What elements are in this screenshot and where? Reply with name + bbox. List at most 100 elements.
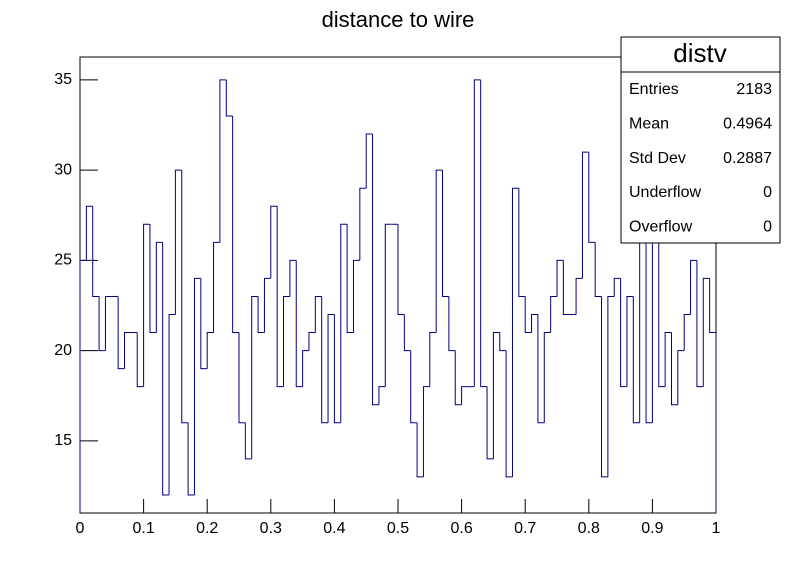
histogram-bin (321, 296, 329, 424)
histogram-bin (219, 79, 227, 243)
histogram-bin (511, 187, 519, 477)
histogram-bin (613, 277, 621, 297)
histogram-bin (531, 314, 538, 333)
histogram-bin (181, 170, 189, 424)
histogram-bin (702, 277, 710, 387)
x-tick-label: 0.3 (260, 520, 282, 537)
x-tick-label: 0.6 (450, 520, 472, 537)
histogram-bin (206, 332, 214, 369)
stats-label: Mean (629, 116, 669, 133)
histogram-bin (124, 332, 131, 369)
histogram-bin (168, 314, 176, 495)
histogram-bin (372, 134, 379, 406)
histogram-bin (117, 296, 125, 370)
x-tick-label: 0.9 (641, 520, 663, 537)
x-tick-label: 0 (76, 520, 85, 537)
histogram-bin (607, 295, 615, 477)
histogram-bin (410, 350, 418, 424)
histogram-bin (588, 152, 596, 243)
histogram-bin (225, 79, 233, 117)
histogram-bin (575, 277, 583, 315)
histogram-bin (352, 259, 360, 333)
histogram-bin (658, 188, 666, 388)
histogram-bin (461, 386, 468, 405)
histogram-bin (308, 332, 316, 351)
x-tick-label: 0.5 (387, 520, 409, 537)
histogram-bin (136, 332, 144, 388)
histogram-bin (696, 260, 704, 388)
histogram-bin (645, 224, 653, 424)
histogram-bin (632, 296, 640, 424)
histogram-bin (537, 314, 545, 424)
histogram-bin (365, 133, 373, 189)
histogram-bin (505, 350, 513, 478)
histogram-bin (384, 223, 392, 387)
stats-value: 0.2887 (723, 150, 772, 167)
histogram-bin (492, 332, 500, 459)
histogram-bin (422, 386, 430, 477)
histogram-bin (104, 295, 112, 351)
histogram-bin (670, 332, 678, 406)
x-tick-label: 0.7 (514, 520, 536, 537)
histogram-bin (448, 296, 456, 352)
histogram-bin (162, 242, 170, 496)
chart-title: distance to wire (322, 7, 475, 32)
histogram-bin (690, 259, 697, 315)
histogram-bin (620, 278, 627, 388)
y-tick-label: 20 (54, 342, 72, 359)
stats-value: 0 (763, 218, 772, 235)
histogram-bin (232, 116, 239, 334)
histogram-bin (499, 332, 507, 352)
y-tick-label: 15 (54, 432, 72, 449)
y-tick-label: 35 (54, 71, 72, 88)
y-tick-label: 25 (54, 252, 72, 269)
histogram-bin (550, 295, 557, 333)
histogram-bin (639, 223, 647, 423)
histogram-bin (314, 295, 322, 333)
histogram-bin (581, 151, 589, 279)
histogram-bin (79, 259, 87, 513)
histogram-bin (333, 314, 341, 424)
histogram-bin (276, 206, 284, 388)
histogram-bin (524, 296, 532, 334)
histogram-bin (601, 296, 608, 478)
plot: 15 20 25 30 35 0 0.1 0.2 0.3 0.4 0.5 0.6 0.7 0.8 0.9 1 (54, 71, 720, 537)
histogram-bin (295, 260, 303, 388)
histogram-bin (416, 422, 424, 478)
histogram-bin (270, 205, 278, 279)
histogram-bin (257, 296, 265, 334)
stats-value: 2183 (736, 81, 772, 98)
histogram-bin (143, 223, 150, 387)
histogram-bin (556, 259, 564, 297)
histogram-bin (594, 242, 602, 297)
histogram-bin (454, 350, 462, 406)
histogram-bin (442, 170, 449, 297)
histogram-bin (340, 223, 348, 423)
x-tick-label: 0.4 (323, 520, 345, 537)
histogram-bin (403, 314, 411, 352)
histogram-bin (626, 295, 634, 387)
x-tick-label: 1 (712, 520, 721, 537)
histogram-bin (213, 241, 220, 333)
histogram-bin (327, 314, 335, 423)
histogram-bin (174, 169, 182, 315)
stats-box (620, 36, 781, 244)
histogram-bin (562, 260, 570, 316)
histogram-bin (187, 422, 195, 496)
histogram-bin (85, 205, 93, 261)
histogram-bin (359, 187, 367, 261)
histogram-bin (378, 386, 386, 405)
histogram-bin (397, 224, 405, 316)
histogram-bin (473, 79, 481, 387)
histogram-bin (263, 277, 271, 333)
histogram-bin (664, 332, 672, 387)
histogram-bin (677, 350, 685, 405)
histogram-bin (149, 224, 157, 334)
histogram-bin (244, 422, 252, 460)
x-tick-label: 0.8 (578, 520, 600, 537)
histogram-bin (193, 277, 201, 495)
histogram-bin (518, 188, 526, 297)
histogram-bin (709, 278, 717, 513)
histogram-bin (346, 224, 354, 334)
